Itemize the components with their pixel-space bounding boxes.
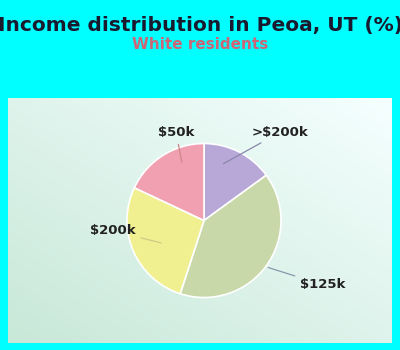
Text: Income distribution in Peoa, UT (%): Income distribution in Peoa, UT (%) — [0, 16, 400, 35]
Wedge shape — [180, 175, 281, 298]
Text: $50k: $50k — [158, 126, 194, 162]
Text: $200k: $200k — [90, 224, 161, 243]
Text: $125k: $125k — [268, 267, 346, 291]
Wedge shape — [204, 144, 266, 220]
Wedge shape — [127, 188, 204, 294]
Wedge shape — [134, 144, 204, 220]
Text: White residents: White residents — [132, 37, 268, 52]
Text: >$200k: >$200k — [223, 126, 308, 164]
